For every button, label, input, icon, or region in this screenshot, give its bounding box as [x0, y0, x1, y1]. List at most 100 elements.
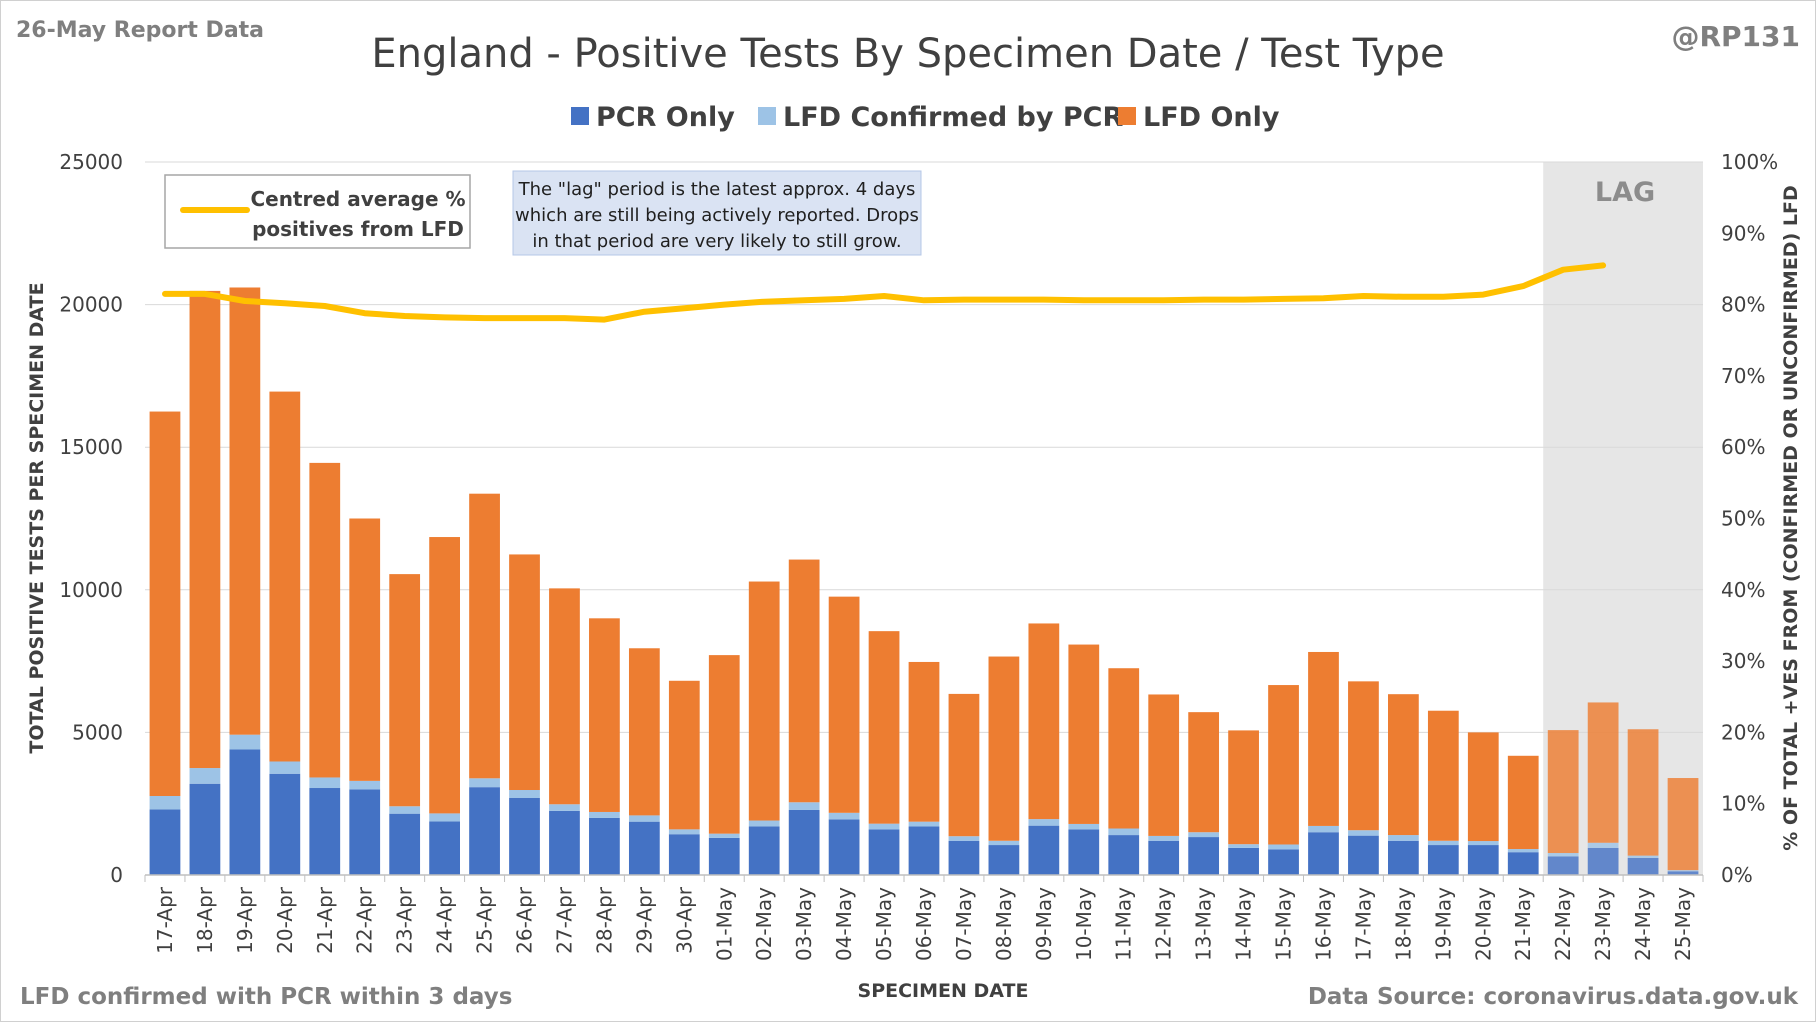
- bar-lfd-only: [1028, 623, 1060, 820]
- bar-lfd-confirmed: [309, 777, 341, 789]
- bar-lfd-confirmed: [1148, 835, 1180, 841]
- bar-lfd-confirmed: [349, 780, 381, 790]
- y2-tick-label: 60%: [1721, 435, 1765, 459]
- bars: [149, 287, 1699, 875]
- y2-axis-title: % OF TOTAL +VES FROM (CONFIRMED OR UNCON…: [1780, 185, 1802, 850]
- bar-lfd-only: [389, 574, 421, 807]
- x-tick-label: 29-Apr: [632, 886, 656, 954]
- average-line-legend: Centred average % positives from LFD: [164, 174, 471, 249]
- chart-title: England - Positive Tests By Specimen Dat…: [371, 31, 1444, 77]
- bar-pcr-only: [229, 749, 261, 875]
- report-date-label: 26-May Report Data: [16, 18, 264, 43]
- bar-lfd-only: [1268, 685, 1299, 845]
- x-tick-label: 21-Apr: [313, 886, 337, 954]
- lag-note: The "lag" period is the latest approx. 4…: [512, 170, 922, 256]
- y2-tick-label: 10%: [1721, 792, 1765, 816]
- bar-lfd-confirmed: [1587, 842, 1619, 848]
- legend-label-pcr-only: PCR Only: [596, 102, 735, 133]
- bar-lfd-only: [1627, 729, 1659, 856]
- x-tick-label: 01-May: [712, 887, 736, 961]
- y2-tick-label: 100%: [1721, 150, 1778, 174]
- bar-pcr-only: [1547, 856, 1579, 875]
- bar-lfd-only: [988, 656, 1020, 841]
- y2-tick-label: 70%: [1721, 364, 1765, 388]
- bar-lfd-only: [708, 655, 740, 834]
- bar-pcr-only: [1587, 847, 1619, 875]
- y-tick-label: 0: [110, 863, 123, 887]
- x-tick-label: 18-May: [1391, 887, 1415, 961]
- bar-pcr-only: [868, 829, 900, 875]
- data-source: Data Source: coronavirus.data.gov.uk: [1308, 984, 1799, 1010]
- bar-lfd-confirmed: [1627, 855, 1659, 858]
- bar-pcr-only: [1427, 845, 1459, 875]
- bar-lfd-only: [1188, 712, 1220, 833]
- bar-pcr-only: [748, 826, 780, 875]
- x-tick-label: 22-Apr: [353, 886, 377, 954]
- bar-lfd-confirmed: [828, 812, 860, 820]
- bar-lfd-confirmed: [1388, 835, 1419, 841]
- x-tick-label: 24-Apr: [433, 886, 457, 954]
- x-tick-label: 12-May: [1152, 887, 1176, 961]
- bar-lfd-confirmed: [589, 811, 620, 818]
- bar-lfd-confirmed: [269, 761, 301, 774]
- bar-lfd-confirmed: [149, 795, 181, 810]
- bar-lfd-confirmed: [229, 734, 261, 750]
- bar-lfd-only: [589, 618, 620, 812]
- bar-lfd-only: [189, 290, 221, 769]
- bar-lfd-only: [948, 693, 980, 837]
- bar-pcr-only: [1667, 871, 1699, 875]
- bar-lfd-confirmed: [1348, 830, 1379, 836]
- bar-lfd-only: [828, 596, 860, 813]
- y2-tick-label: 40%: [1721, 578, 1765, 602]
- bar-lfd-only: [1308, 651, 1339, 826]
- bar-pcr-only: [1507, 852, 1539, 875]
- bar-lfd-only: [269, 391, 301, 762]
- bar-pcr-only: [309, 788, 341, 875]
- bar-lfd-confirmed: [1547, 853, 1579, 857]
- bar-pcr-only: [269, 773, 301, 875]
- bar-pcr-only: [948, 840, 980, 875]
- bar-lfd-only: [668, 680, 700, 830]
- x-tick-label: 08-May: [992, 887, 1016, 961]
- bar-lfd-only: [1507, 755, 1539, 850]
- bar-lfd-only: [1228, 730, 1259, 845]
- bar-lfd-only: [788, 559, 820, 803]
- bar-lfd-only: [309, 462, 341, 778]
- legend: PCR Only LFD Confirmed by PCR LFD Only: [571, 102, 1280, 133]
- x-tick-label: 17-May: [1351, 887, 1375, 961]
- bar-pcr-only: [1467, 845, 1499, 875]
- bar-pcr-only: [429, 821, 460, 875]
- lag-note-line-3: in that period are very likely to still …: [532, 231, 901, 252]
- bar-lfd-confirmed: [429, 813, 460, 822]
- x-tick-label: 26-Apr: [513, 886, 537, 954]
- x-tick-label: 21-May: [1511, 887, 1535, 961]
- y2-tick-label: 20%: [1721, 720, 1765, 744]
- bar-pcr-only: [1627, 857, 1659, 875]
- bar-lfd-confirmed: [1028, 819, 1060, 826]
- bar-pcr-only: [988, 845, 1020, 875]
- bar-pcr-only: [908, 826, 940, 875]
- bar-pcr-only: [628, 821, 660, 875]
- bar-lfd-confirmed: [1188, 832, 1220, 838]
- bar-lfd-confirmed: [748, 820, 780, 827]
- x-tick-label: 03-May: [792, 887, 816, 961]
- x-tick-label: 19-Apr: [233, 886, 257, 954]
- bar-lfd-confirmed: [189, 768, 221, 784]
- bar-lfd-confirmed: [1228, 844, 1259, 848]
- bar-lfd-confirmed: [509, 790, 540, 798]
- bar-pcr-only: [1028, 825, 1060, 875]
- bar-lfd-only: [469, 493, 500, 779]
- x-tick-label: 20-May: [1471, 887, 1495, 961]
- bar-lfd-confirmed: [708, 833, 740, 838]
- x-tick-label: 23-May: [1591, 887, 1615, 961]
- bar-lfd-confirmed: [1467, 841, 1499, 846]
- legend-swatch-lfd-confirmed: [758, 107, 776, 125]
- x-tick-label: 13-May: [1192, 887, 1216, 961]
- bar-lfd-only: [429, 537, 460, 814]
- footer-note: LFD confirmed with PCR within 3 days: [20, 984, 512, 1010]
- bar-pcr-only: [1068, 829, 1100, 875]
- x-tick-label: 25-May: [1671, 887, 1695, 961]
- x-tick-label: 20-Apr: [273, 886, 297, 954]
- average-legend-line-1: Centred average %: [250, 187, 465, 211]
- y2-tick-label: 50%: [1721, 507, 1765, 531]
